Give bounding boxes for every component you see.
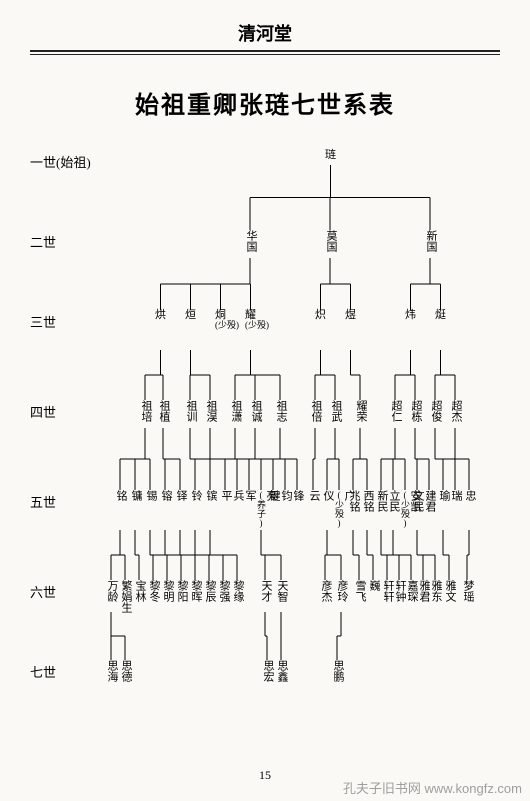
generation-label: 二世 — [30, 232, 56, 251]
tree-node: 琏 — [325, 150, 336, 161]
tree-node: 忠 — [464, 490, 475, 501]
tree-node: 新国 — [425, 230, 436, 252]
tree-node: 祖淏 — [205, 400, 216, 422]
tree-node: 超栋 — [410, 400, 421, 422]
tree-node: 黎阳 — [176, 580, 187, 602]
tree-node: 巍 — [368, 580, 379, 591]
tree-node: 键 — [268, 490, 279, 501]
rule-top-thin — [30, 54, 500, 55]
tree-node: 烜 — [185, 310, 196, 321]
tree-node: 祖武 — [330, 400, 341, 422]
tree-node: 雪飞 — [354, 580, 365, 602]
tree-node: 轩钟 — [394, 580, 405, 602]
node-note: (少殁) — [334, 490, 343, 528]
tree-node: 雅文 — [444, 580, 455, 602]
tree-node: 烔(少殁) — [215, 310, 239, 330]
tree-node: 黎冬 — [148, 580, 159, 602]
tree-node: 瑞 — [450, 490, 461, 501]
tree-node: 超俊 — [430, 400, 441, 422]
tree-node: 云 — [308, 490, 319, 501]
tree-node: 煜 — [345, 310, 356, 321]
generation-label: 六世 — [30, 582, 56, 601]
rule-top — [30, 50, 500, 52]
tree-node: 天才 — [260, 580, 271, 602]
tree-node: 兵 — [232, 490, 243, 501]
tree-node: 新民 — [376, 490, 387, 512]
tree-node: 铎 — [175, 490, 186, 501]
tree-node: 祖倍 — [310, 400, 321, 422]
tree-node: 烘 — [155, 310, 166, 321]
tree-node: 锋 — [292, 490, 303, 501]
tree-node: 立民 — [388, 490, 399, 512]
tree-node: 祖植 — [158, 400, 169, 422]
generation-label: 三世 — [30, 312, 56, 331]
tree-node: 铃 — [190, 490, 201, 501]
tree-node: 铭 — [115, 490, 126, 501]
generation-label: 一世(始祖) — [30, 152, 91, 171]
tree-node: 万龄 — [106, 580, 117, 602]
node-note: (少殁) — [245, 321, 269, 330]
tree-node: 思海 — [106, 660, 117, 682]
tree-node: 文民 — [412, 490, 423, 512]
tree-node: 黎明 — [162, 580, 173, 602]
tree-node: 彦玲 — [336, 580, 347, 602]
tree-node: 宝林 — [134, 580, 145, 602]
tree-node: 超仁 — [390, 400, 401, 422]
page-title: 始祖重卿张琏七世系表 — [30, 85, 500, 120]
tree-node: 瑜 — [438, 490, 449, 501]
generation-label: 七世 — [30, 662, 56, 681]
tree-node: 祖诚 — [250, 400, 261, 422]
tree-node: 思鑫 — [276, 660, 287, 682]
tree-node: 黎辰 — [204, 580, 215, 602]
tree-node: 超杰 — [450, 400, 461, 422]
tree-node: 天智 — [276, 580, 287, 602]
tree-node: 西铭 — [362, 490, 373, 512]
tree-node: 嘉琛 — [406, 580, 417, 602]
tree-node: 烶 — [435, 310, 446, 321]
tree-node: 黎缘 — [232, 580, 243, 602]
hall-name: 清河堂 — [30, 20, 500, 46]
tree-node: 彦杰 — [320, 580, 331, 602]
tree-node: 镔 — [205, 490, 216, 501]
tree-node: 镛 — [130, 490, 141, 501]
tree-node: 耀(少殁) — [245, 310, 269, 330]
generation-label: 五世 — [30, 492, 56, 511]
tree-node: 祖志 — [275, 400, 286, 422]
tree-node: 思鹏 — [332, 660, 343, 682]
tree-node: 雅东 — [430, 580, 441, 602]
tree-node: 轩轩 — [382, 580, 393, 602]
tree-node: 繁娟生 — [120, 580, 131, 613]
tree-node: 祖潇 — [230, 400, 241, 422]
node-note: (少殁) — [215, 321, 239, 330]
tree-node: 军 — [244, 490, 255, 501]
tree-node: 黎晖 — [190, 580, 201, 602]
tree-node: 兆铭 — [348, 490, 359, 512]
tree-node: 建君 — [424, 490, 435, 512]
tree-node: 华国 — [245, 230, 256, 252]
generation-label: 四世 — [30, 402, 56, 421]
watermark: 孔夫子旧书网 www.kongfz.com — [343, 778, 522, 797]
tree-node: 雅君 — [418, 580, 429, 602]
tree-node: 梦瑶 — [462, 580, 473, 602]
tree-node: 镕 — [160, 490, 171, 501]
tree-node: 黎强 — [218, 580, 229, 602]
tree-node: 耀荣 — [355, 400, 366, 422]
tree-node: 钧 — [280, 490, 291, 501]
tree-node: 炜 — [405, 310, 416, 321]
tree-node: 莫国 — [325, 230, 336, 252]
tree-node: 炽 — [315, 310, 326, 321]
tree-node: 思德 — [120, 660, 131, 682]
tree-node: 祖训 — [185, 400, 196, 422]
genealogy-chart: 一世(始祖) 二世三世四世五世六世七世 琏华国 莫国 新国烘 烜 烔(少殁) 耀(少殁) 炽 煜 炜… — [30, 150, 500, 710]
tree-node: 锡 — [145, 490, 156, 501]
tree-node: 思宏 — [262, 660, 273, 682]
tree-node: 平 — [220, 490, 231, 501]
tree-node: 仪 — [322, 490, 333, 501]
node-note: (少殁) — [400, 490, 409, 528]
node-note: (养子) — [256, 490, 265, 528]
tree-node: 祖培 — [140, 400, 151, 422]
